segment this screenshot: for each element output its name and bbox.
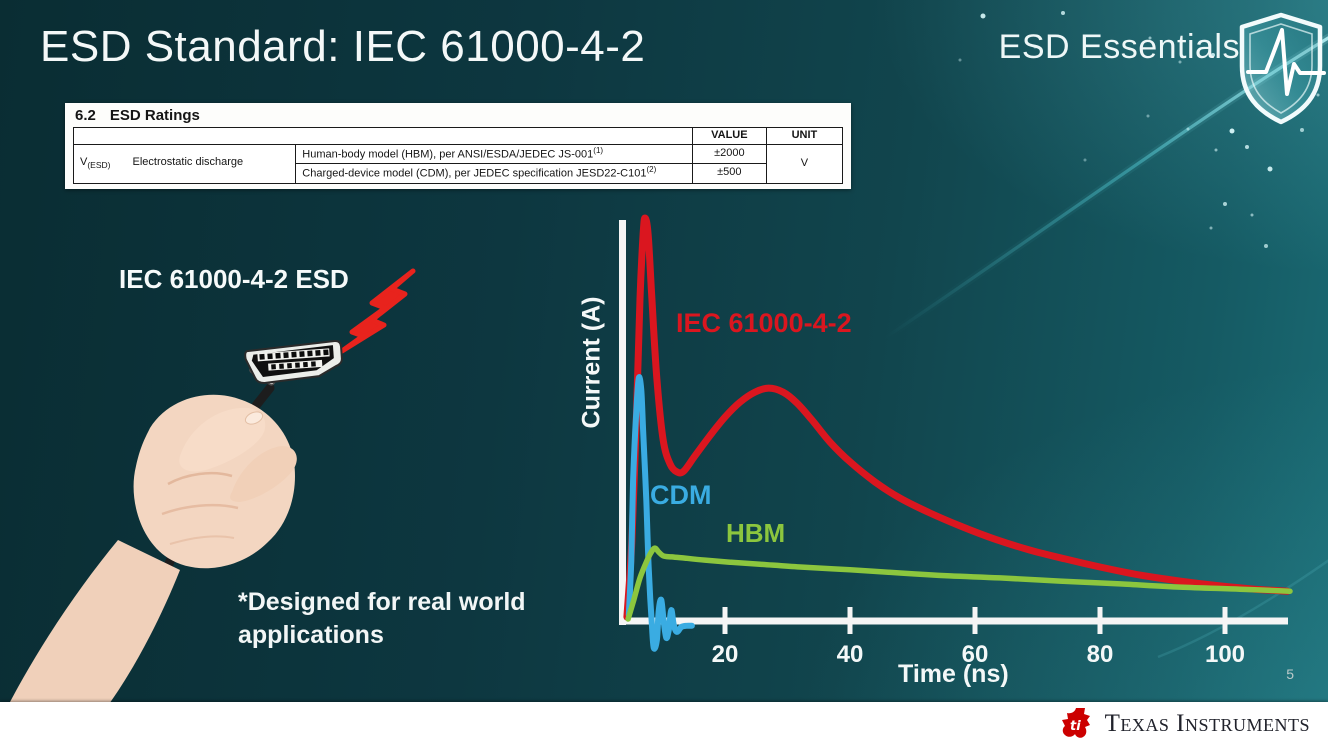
y-axis-label: Current (A): [577, 296, 606, 429]
page-number: 5: [1286, 666, 1294, 682]
esd-hand-illustration: [0, 268, 416, 746]
x-tick: [1097, 607, 1103, 634]
x-tick-label: 20: [712, 641, 739, 668]
series-label-cdm: CDM: [650, 480, 712, 510]
x-tick: [972, 607, 978, 634]
param-symbol: V: [80, 156, 88, 169]
x-tick: [1222, 607, 1228, 634]
pulse-line-icon: [1246, 28, 1326, 96]
x-tick-label: 80: [1087, 641, 1114, 668]
cdm-desc: Charged-device model (CDM), per JEDEC sp…: [302, 167, 647, 180]
svg-text:ti: ti: [1070, 719, 1081, 734]
x-tick: [847, 607, 853, 634]
esd-ratings-table: 6.2 ESD Ratings VALUE UNIT V(ESD) Electros…: [65, 103, 851, 189]
header-value: VALUE: [691, 127, 767, 145]
shield-pulse-icon: [1239, 12, 1326, 125]
hbm-value: ±2000: [691, 143, 767, 165]
footnote-text: *Designed for real world applications: [238, 588, 526, 649]
series-label-hbm: HBM: [726, 518, 786, 548]
curve-cdm: [625, 374, 695, 652]
param-cell: V(ESD) Electrostatic discharge: [72, 143, 297, 184]
unit-cell: V: [765, 143, 844, 184]
x-tick: [722, 607, 728, 634]
hbm-footnote: (1): [593, 145, 604, 155]
curve-iec-61000-4-2: [623, 214, 1291, 621]
cdm-footnote: (2): [646, 165, 657, 175]
hand: [0, 394, 297, 746]
cdm-desc-cell: Charged-device model (CDM), per JEDEC sp…: [295, 163, 693, 184]
lightning-bolt-icon: [339, 268, 416, 354]
hdmi-connector-icon: [244, 339, 343, 384]
section-number: 6.2: [75, 107, 96, 124]
page-title: ESD Standard: IEC 61000-4-2: [40, 22, 646, 71]
header-empty: [73, 127, 693, 145]
table-section-title: 6.2 ESD Ratings: [73, 106, 843, 127]
x-tick-label: 40: [837, 641, 864, 668]
curve-hbm: [625, 545, 1293, 622]
brand-title: ESD Essentials: [998, 28, 1240, 66]
footer-bar: ti Texas Instruments: [0, 702, 1328, 746]
hbm-desc-cell: Human-body model (HBM), per ANSI/ESDA/JE…: [295, 143, 693, 165]
ti-logo: ti: [1061, 708, 1090, 738]
x-tick-label: 100: [1205, 641, 1245, 668]
x-axis: [619, 617, 1288, 625]
fingernail: [244, 411, 264, 425]
light-beam-secondary: [1157, 559, 1328, 659]
x-axis-label: Time (ns): [898, 660, 1009, 688]
y-axis: [619, 220, 626, 625]
hbm-desc: Human-body model (HBM), per ANSI/ESDA/JE…: [302, 148, 594, 161]
footer-brand-text: Texas Instruments: [1104, 710, 1310, 737]
param-symbol-sub: (ESD): [87, 160, 111, 171]
cdm-value: ±500: [691, 163, 767, 184]
section-name: ESD Ratings: [109, 107, 200, 124]
param-name: Electrostatic discharge: [132, 156, 244, 169]
header-unit: UNIT: [765, 127, 844, 145]
illustration-label: IEC 61000-4-2 ESD: [119, 264, 349, 294]
series-label-iec: IEC 61000-4-2: [676, 308, 852, 338]
